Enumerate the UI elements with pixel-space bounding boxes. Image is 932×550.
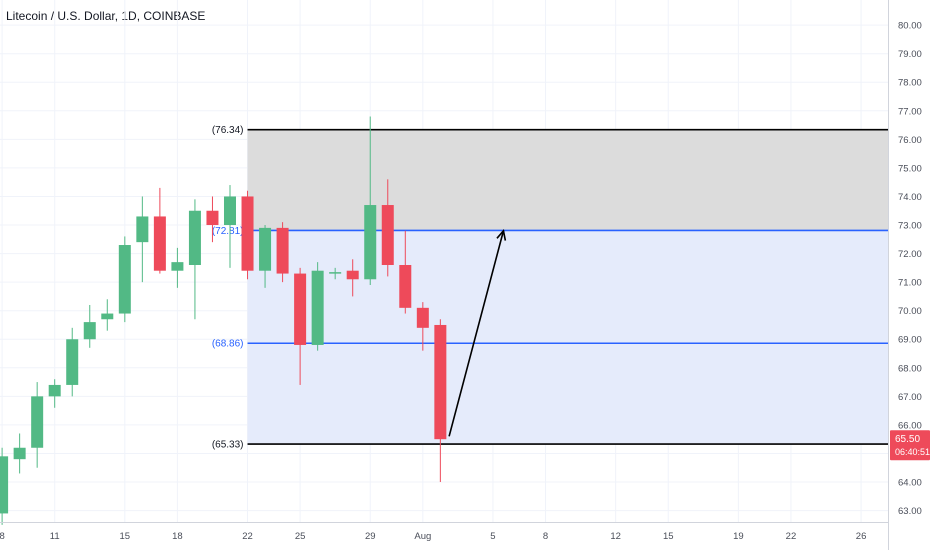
current-price-label: 65.50 bbox=[895, 434, 920, 445]
candle-body-up bbox=[329, 272, 342, 274]
x-tick-label: 29 bbox=[365, 531, 376, 542]
x-tick-label: 8 bbox=[0, 531, 5, 542]
candle-body-up bbox=[136, 216, 149, 243]
candle-body-up bbox=[118, 245, 131, 314]
y-tick-label: 80.00 bbox=[898, 21, 922, 32]
y-tick-label: 76.00 bbox=[898, 135, 922, 146]
y-tick-label: 77.00 bbox=[898, 106, 922, 117]
candle-body-up bbox=[48, 384, 61, 397]
x-tick-label: 19 bbox=[733, 531, 744, 542]
x-tick-label: 12 bbox=[610, 531, 621, 542]
x-tick-label: 11 bbox=[50, 531, 60, 542]
bar-countdown-label: 06:40:51 bbox=[895, 447, 930, 457]
x-tick-label: 5 bbox=[490, 531, 495, 542]
candle-body-down bbox=[434, 324, 447, 440]
y-tick-label: 69.00 bbox=[898, 335, 922, 346]
level-label: (72.81) bbox=[212, 226, 244, 237]
y-tick-label: 72.00 bbox=[898, 249, 922, 260]
y-tick-label: 64.00 bbox=[898, 478, 922, 489]
candle-body-down bbox=[346, 270, 359, 280]
candle-body-up bbox=[101, 313, 114, 320]
y-tick-label: 68.00 bbox=[898, 363, 922, 374]
y-tick-label: 75.00 bbox=[898, 163, 922, 174]
y-tick-label: 70.00 bbox=[898, 306, 922, 317]
price-levels[interactable]: (76.34) (72.81) (68.86) (65.33) bbox=[212, 125, 888, 451]
candle-body-down bbox=[153, 216, 166, 271]
level-label: (68.86) bbox=[212, 339, 244, 350]
price-zone bbox=[247, 129, 888, 231]
level-label: (76.34) bbox=[212, 125, 244, 136]
current-price-badge bbox=[890, 430, 930, 461]
candles bbox=[0, 116, 447, 525]
y-tick-label: 67.00 bbox=[898, 392, 922, 403]
price-zones bbox=[247, 129, 888, 445]
candle-body-down bbox=[416, 307, 429, 328]
candle-body-up bbox=[188, 210, 201, 265]
candle-body-up bbox=[171, 262, 184, 271]
x-tick-label: 26 bbox=[856, 531, 867, 542]
candle-body-down bbox=[381, 205, 394, 265]
x-tick-label: Aug bbox=[414, 531, 431, 542]
x-tick-label: 25 bbox=[295, 531, 306, 542]
y-tick-label: 78.00 bbox=[898, 78, 922, 89]
y-tick-label: 66.00 bbox=[898, 420, 922, 431]
candle-body-up bbox=[31, 396, 44, 448]
x-tick-label: 22 bbox=[242, 531, 253, 542]
x-tick-label: 18 bbox=[172, 531, 183, 542]
candle-body-up bbox=[364, 205, 377, 280]
level-label: (65.33) bbox=[212, 440, 244, 451]
candle-body-up bbox=[66, 339, 79, 385]
x-tick-label: 15 bbox=[663, 531, 674, 542]
candle-body-up bbox=[259, 227, 272, 271]
candle-body-down bbox=[276, 227, 289, 274]
arrow-shaft[interactable] bbox=[448, 230, 505, 437]
x-tick-label: 15 bbox=[120, 531, 131, 542]
x-tick-label: 22 bbox=[786, 531, 797, 542]
trend-arrow[interactable] bbox=[448, 228, 507, 437]
x-tick-label: 8 bbox=[543, 531, 548, 542]
candle-body-down bbox=[241, 196, 254, 271]
candle-body-down bbox=[294, 273, 307, 345]
price-zone bbox=[247, 230, 888, 445]
candle-body-down bbox=[399, 265, 412, 308]
candle-body-up bbox=[0, 456, 9, 514]
candle-body-up bbox=[223, 196, 236, 226]
y-tick-label: 73.00 bbox=[898, 221, 922, 232]
y-tick-label: 79.00 bbox=[898, 49, 922, 60]
price-badge: 65.50 06:40:51 bbox=[890, 430, 930, 461]
candle-body-up bbox=[311, 270, 324, 345]
y-tick-label: 71.00 bbox=[898, 278, 922, 289]
arrow-head bbox=[496, 228, 507, 241]
candle-body-up bbox=[13, 447, 26, 460]
y-tick-label: 74.00 bbox=[898, 192, 922, 203]
candle-body-up bbox=[83, 322, 96, 340]
y-tick-label: 63.00 bbox=[898, 506, 922, 517]
chart-title: Litecoin / U.S. Dollar, 1D, COINBASE bbox=[6, 9, 206, 23]
candle-body-down bbox=[206, 210, 219, 226]
